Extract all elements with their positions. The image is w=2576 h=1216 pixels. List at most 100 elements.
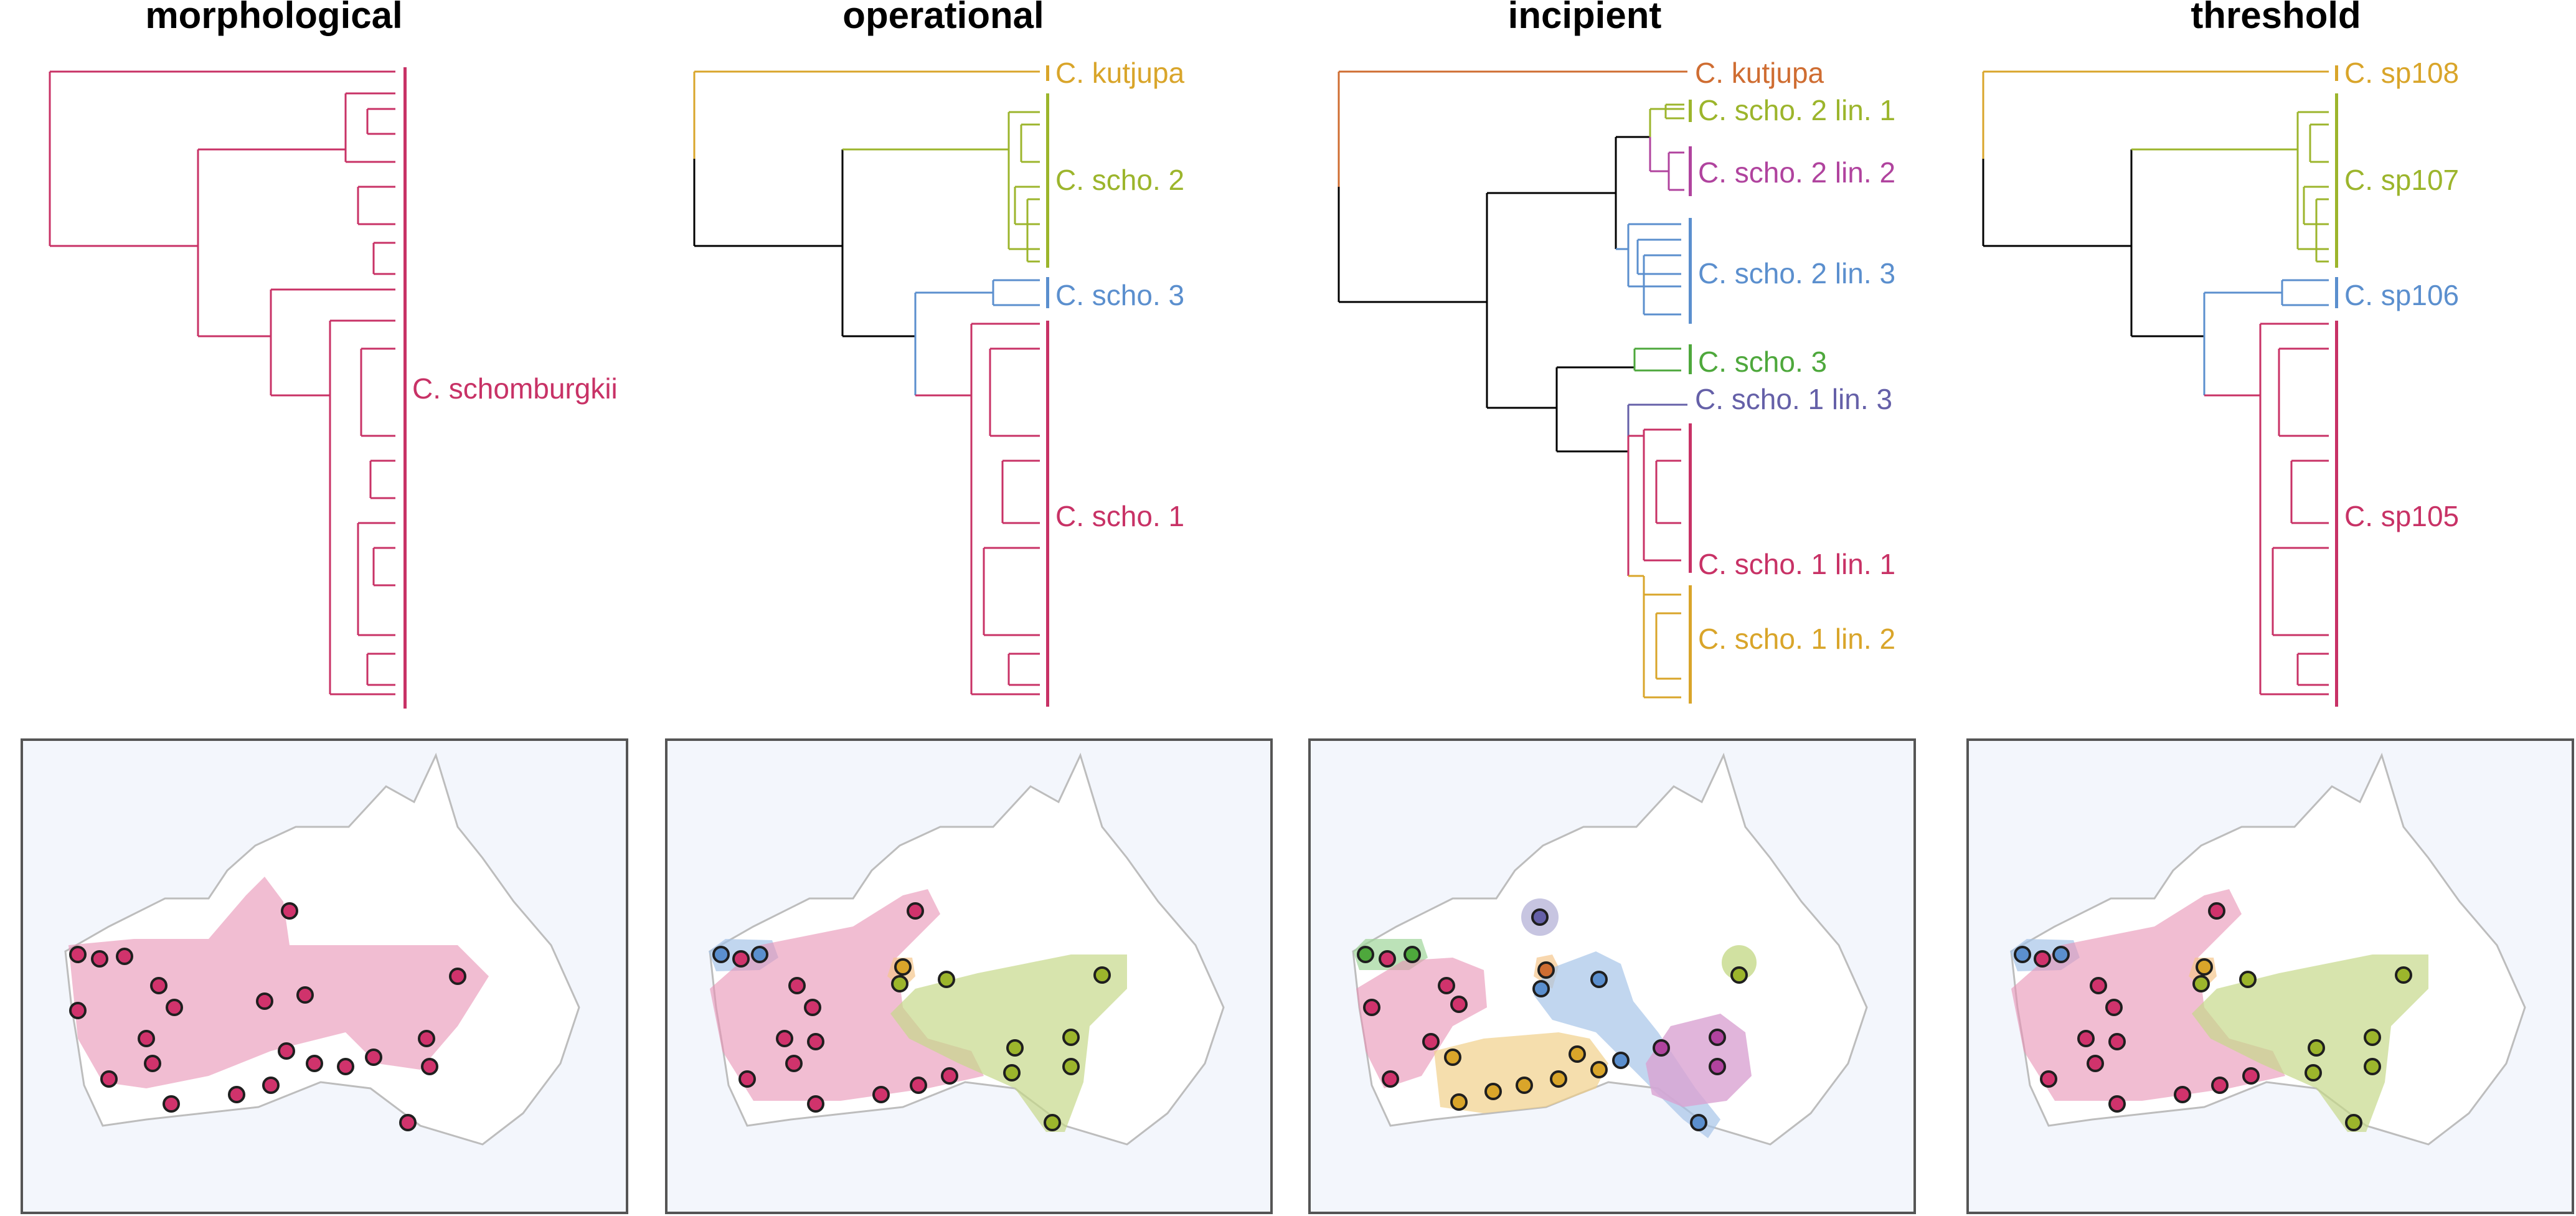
- clade-bar: [1046, 277, 1049, 308]
- tree-branches: [2204, 323, 2329, 695]
- occurrence-point: [2211, 1077, 2229, 1094]
- panel-title: operational: [842, 0, 1044, 36]
- clade-label: C. sp105: [2344, 500, 2459, 532]
- clade-label: C. scho. 2 lin. 2: [1698, 156, 1895, 189]
- range-pink: [710, 889, 984, 1101]
- occurrence-point: [1379, 950, 1396, 968]
- occurrence-point: [278, 1042, 295, 1060]
- clade-bar: [1689, 344, 1692, 374]
- clade-label: C. scho. 1: [1055, 500, 1184, 532]
- distribution-map: [1966, 738, 2574, 1214]
- occurrence-point: [1531, 908, 1549, 926]
- occurrence-point: [2014, 946, 2031, 963]
- occurrence-point: [144, 1055, 161, 1072]
- occurrence-point: [785, 1055, 803, 1072]
- occurrence-point: [418, 1030, 435, 1047]
- clade-label: C. scho. 3: [1055, 279, 1184, 311]
- tree-branches: [1628, 575, 1681, 699]
- phylogeny: [1982, 70, 2329, 695]
- occurrence-point: [938, 971, 955, 988]
- occurrence-point: [1062, 1029, 1080, 1046]
- occurrence-point: [2308, 1039, 2325, 1057]
- occurrence-point: [1690, 1114, 1707, 1131]
- occurrence-point: [2364, 1058, 2381, 1075]
- occurrence-point: [1062, 1058, 1080, 1075]
- occurrence-point: [1484, 1083, 1502, 1100]
- phylogeny: [693, 70, 1040, 695]
- occurrence-point: [1438, 977, 1455, 994]
- phylogeny: [49, 70, 395, 695]
- occurrence-point: [907, 902, 924, 920]
- occurrence-point: [788, 977, 806, 994]
- occurrence-point: [228, 1086, 245, 1103]
- tree-branches: [693, 70, 1040, 159]
- tree-branches: [1627, 428, 1681, 576]
- occurrence-points: [1357, 908, 1748, 1131]
- tree-branches: [1649, 137, 1684, 191]
- occurrence-point: [2174, 1086, 2191, 1103]
- tree-branches: [842, 111, 1040, 263]
- occurrence-point: [163, 1095, 180, 1113]
- range-pink: [2011, 889, 2285, 1101]
- occurrence-point: [2395, 966, 2412, 984]
- occurrence-point: [1612, 1052, 1630, 1069]
- tree-branches: [49, 70, 395, 695]
- clade-label: C. scho. 2: [1055, 164, 1184, 196]
- occurrence-point: [2208, 902, 2225, 920]
- phylogeny: [1338, 70, 1687, 699]
- tree-branches: [1649, 103, 1684, 137]
- occurrence-point: [337, 1058, 354, 1075]
- occurrence-point: [365, 1049, 382, 1066]
- occurrence-point: [306, 1055, 323, 1072]
- occurrence-points: [69, 902, 466, 1131]
- range-olive: [1722, 945, 1757, 980]
- occurrence-point: [256, 992, 273, 1010]
- range-pink: [68, 877, 489, 1088]
- occurrence-point: [1569, 1045, 1586, 1063]
- distribution-map: [21, 738, 628, 1214]
- occurrence-point: [2364, 1029, 2381, 1046]
- clade-label: C. scho. 2 lin. 3: [1698, 257, 1895, 290]
- occurrence-point: [296, 986, 314, 1004]
- occurrence-point: [69, 946, 87, 963]
- occurrence-point: [1590, 971, 1608, 988]
- clade-bar: [2335, 277, 2338, 308]
- occurrence-point: [732, 950, 750, 968]
- clade-bar: [1689, 146, 1692, 196]
- occurrence-point: [2105, 999, 2123, 1016]
- panel-operational: operational C. kutjupa C. scho. 2 C. sch…: [665, 0, 1273, 1214]
- occurrence-point: [1357, 946, 1374, 963]
- clade-label: C. sp106: [2344, 279, 2459, 311]
- occurrence-point: [1003, 1064, 1021, 1082]
- panel-title: morphological: [145, 0, 402, 36]
- clade-bar: [2335, 321, 2338, 707]
- occurrence-point: [804, 999, 821, 1016]
- panel-morphological: morphological C. schomburgkii: [21, 0, 628, 1214]
- occurrence-point: [69, 1002, 87, 1019]
- clade-bar: [1689, 585, 1692, 704]
- occurrence-point: [399, 1114, 417, 1131]
- occurrence-point: [807, 1095, 824, 1113]
- panel-title: incipient: [1508, 0, 1662, 36]
- tree-branches: [2131, 111, 2329, 263]
- occurrence-point: [1532, 980, 1550, 997]
- occurrence-point: [2040, 1070, 2057, 1088]
- occurrence-point: [712, 946, 730, 963]
- panel-incipient: incipient C. kutjupa C. scho. 2 lin. 1 C…: [1308, 0, 1916, 1214]
- occurrence-point: [891, 975, 908, 992]
- tree-branches: [915, 323, 1040, 695]
- occurrence-point: [91, 950, 108, 968]
- occurrence-point: [776, 1030, 793, 1047]
- occurrence-point: [807, 1033, 824, 1050]
- tree-branches: [1627, 403, 1687, 451]
- clade-bar: [1689, 423, 1692, 573]
- occurrence-point: [2239, 971, 2257, 988]
- occurrence-point: [872, 1086, 890, 1103]
- occurrence-points: [2014, 902, 2412, 1131]
- occurrence-point: [1093, 966, 1111, 984]
- occurrence-point: [1382, 1070, 1399, 1088]
- clade-label: C. sp107: [2344, 164, 2459, 196]
- clade-label: C. scho. 3: [1698, 346, 1827, 378]
- clade-label: C. kutjupa: [1055, 57, 1185, 89]
- tree-branches: [1338, 70, 1687, 187]
